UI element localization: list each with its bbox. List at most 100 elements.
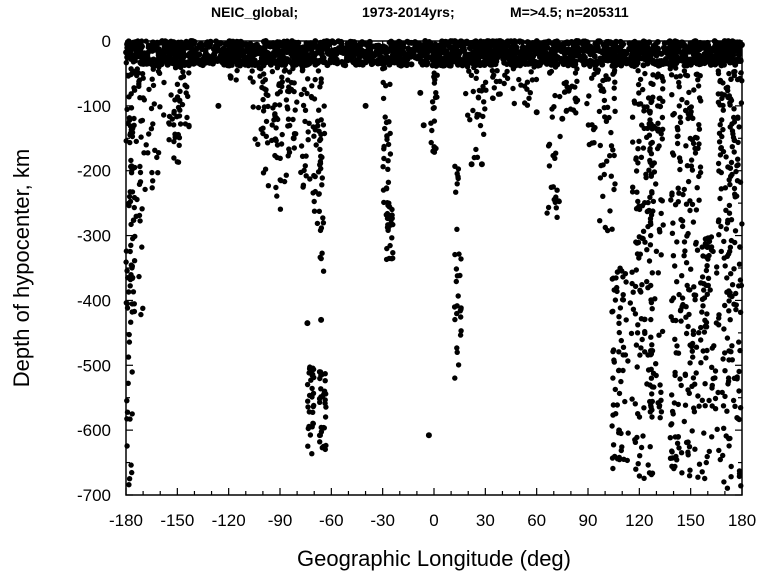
- data-point: [724, 84, 731, 91]
- data-point: [627, 300, 633, 306]
- data-point: [260, 125, 266, 131]
- data-point: [127, 248, 133, 255]
- data-point: [287, 122, 293, 129]
- data-point: [709, 385, 715, 391]
- data-point: [301, 46, 307, 52]
- data-point: [674, 457, 680, 463]
- data-point: [722, 393, 728, 400]
- data-point: [677, 158, 684, 164]
- data-point: [307, 176, 313, 182]
- data-point: [165, 61, 171, 68]
- data-point: [724, 485, 731, 491]
- data-point: [340, 50, 347, 56]
- data-point: [695, 77, 701, 83]
- data-point: [304, 90, 310, 97]
- data-point: [717, 102, 723, 108]
- data-point: [591, 45, 597, 52]
- data-point: [319, 45, 325, 51]
- data-point: [439, 42, 446, 48]
- data-point: [177, 121, 184, 127]
- data-point: [611, 287, 617, 293]
- data-point: [597, 175, 604, 181]
- data-point: [455, 293, 461, 299]
- data-point: [640, 433, 646, 439]
- data-point: [735, 52, 742, 58]
- data-point: [498, 45, 504, 52]
- data-point: [646, 132, 653, 138]
- data-point: [250, 104, 256, 110]
- data-point: [723, 54, 729, 60]
- y-tick-label: -100: [77, 97, 111, 116]
- data-point: [129, 189, 136, 195]
- data-point: [729, 293, 735, 300]
- data-point: [150, 178, 156, 184]
- data-point: [719, 117, 725, 123]
- data-point: [675, 434, 681, 440]
- data-point: [720, 452, 726, 459]
- data-point: [149, 76, 155, 82]
- data-point: [676, 103, 682, 109]
- y-tick-label: -500: [77, 356, 111, 375]
- data-point: [600, 162, 606, 168]
- chart-title-part-1: NEIC_global;: [211, 4, 299, 20]
- data-point: [278, 141, 285, 147]
- data-point: [673, 65, 679, 71]
- data-point: [735, 114, 741, 120]
- data-point: [130, 274, 136, 281]
- data-point: [674, 239, 680, 245]
- data-point: [707, 287, 713, 293]
- data-point: [137, 218, 143, 224]
- data-point: [647, 216, 654, 222]
- data-point: [635, 160, 641, 166]
- data-point: [133, 213, 139, 219]
- data-point: [320, 122, 327, 128]
- data-point: [478, 161, 485, 168]
- data-point: [137, 179, 144, 185]
- data-point: [693, 58, 700, 65]
- data-point: [454, 181, 460, 187]
- data-point: [317, 84, 323, 90]
- data-point: [156, 64, 162, 70]
- data-point: [645, 95, 652, 101]
- data-point: [370, 51, 377, 58]
- data-point: [588, 61, 594, 68]
- data-point: [679, 470, 685, 476]
- data-point: [279, 79, 285, 85]
- data-point: [177, 107, 183, 113]
- data-point: [288, 79, 295, 86]
- data-point: [449, 44, 456, 51]
- x-tick-label: 90: [579, 511, 598, 530]
- data-point: [655, 270, 661, 276]
- data-point: [621, 50, 628, 57]
- data-point: [617, 305, 624, 311]
- data-point: [612, 45, 618, 51]
- data-point: [672, 372, 678, 379]
- data-point: [455, 362, 462, 368]
- data-point: [425, 432, 432, 439]
- data-point: [526, 43, 532, 50]
- data-point: [595, 67, 601, 73]
- data-point: [705, 47, 712, 54]
- data-point: [728, 237, 735, 244]
- data-point: [648, 299, 655, 306]
- data-point: [721, 255, 727, 261]
- data-point: [477, 122, 484, 129]
- data-point: [647, 145, 653, 152]
- data-point: [691, 409, 698, 415]
- data-point: [473, 68, 480, 75]
- data-point: [300, 102, 307, 109]
- data-point: [704, 453, 710, 460]
- data-point: [520, 48, 526, 54]
- data-point: [288, 50, 294, 57]
- data-point: [150, 121, 156, 127]
- data-point: [650, 94, 656, 100]
- data-point: [553, 194, 559, 200]
- data-point: [612, 386, 618, 393]
- data-point: [690, 140, 697, 147]
- data-point: [497, 78, 503, 85]
- data-point: [714, 58, 721, 65]
- data-point: [321, 103, 327, 109]
- data-point: [319, 175, 325, 181]
- data-point: [638, 154, 645, 160]
- data-point: [273, 137, 279, 144]
